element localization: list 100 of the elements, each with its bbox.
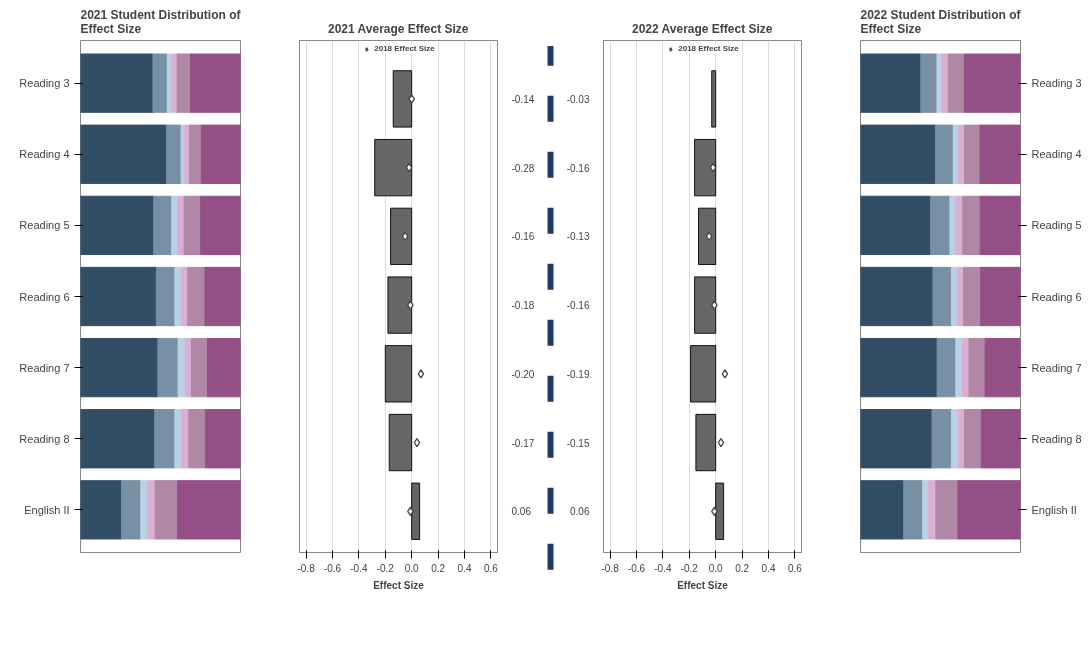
bar — [183, 195, 202, 256]
x-tick-label: -0.6 — [627, 562, 646, 574]
point — [717, 437, 725, 448]
bar — [860, 124, 937, 184]
x-axis-title: Effect Size — [373, 579, 425, 591]
bar — [964, 124, 981, 184]
point — [417, 369, 425, 379]
x-tick-label: -0.4 — [654, 562, 672, 574]
bar — [979, 124, 1021, 184]
bar — [963, 266, 982, 327]
data-label: -0.14 — [511, 93, 535, 105]
y-tick-label: Reading 7 — [19, 361, 70, 374]
bar — [80, 124, 168, 184]
data-label: -0.16 — [511, 231, 535, 243]
bar — [979, 195, 1021, 256]
data-label: 0.06 — [570, 506, 590, 518]
bar — [189, 53, 241, 113]
data-label: -0.16 — [566, 162, 590, 174]
bar — [176, 480, 241, 540]
bar — [155, 266, 176, 327]
x-tick-label: 0.0 — [708, 562, 724, 574]
point — [711, 506, 718, 516]
point — [401, 231, 409, 242]
chart-title: 2022 Student Distribution of Effect Size — [860, 7, 1022, 36]
point — [413, 437, 421, 448]
bar — [200, 124, 241, 184]
bar — [860, 53, 922, 113]
bar — [187, 266, 206, 327]
x-tick-label: 0.6 — [787, 562, 803, 574]
bar — [955, 337, 963, 398]
bar — [930, 195, 951, 256]
bar — [153, 195, 173, 256]
bar — [932, 266, 952, 327]
y-tick-label: Reading 5 — [1031, 219, 1082, 232]
y-tick-label: Reading 3 — [1031, 77, 1082, 90]
bar — [154, 409, 176, 469]
bar — [860, 266, 934, 327]
point — [408, 94, 416, 104]
legend-label: 2018 Effect Size — [678, 44, 739, 53]
x-tick-label: 0.2 — [735, 562, 750, 574]
bar — [188, 124, 202, 184]
data-label: 0.06 — [511, 506, 532, 518]
bar — [962, 195, 981, 256]
bar — [980, 266, 1021, 327]
chart-title: 2022 Average Effect Size — [632, 21, 773, 36]
point — [405, 162, 413, 173]
data-label: -0.28 — [511, 162, 535, 174]
x-tick-label: 0.2 — [431, 562, 446, 574]
y-tick-label: Reading 4 — [1031, 148, 1082, 161]
bar — [980, 409, 1021, 469]
bar — [903, 480, 924, 540]
bar — [200, 195, 241, 256]
bar — [931, 409, 952, 469]
bar — [204, 409, 241, 469]
data-label: -0.17 — [511, 437, 535, 449]
x-axis-title: Effect Size — [677, 579, 729, 591]
bar — [950, 409, 959, 469]
y-tick-label: Reading 8 — [1031, 432, 1082, 445]
bar — [936, 337, 957, 398]
bar — [860, 409, 933, 469]
bar — [80, 266, 157, 327]
x-tick-label: -0.4 — [350, 562, 368, 574]
y-tick-label: English II — [24, 503, 70, 516]
bar — [957, 480, 1021, 540]
bar — [80, 53, 154, 113]
x-tick-label: -0.2 — [376, 562, 395, 574]
bar — [935, 480, 959, 540]
y-tick-label: Reading 7 — [1031, 361, 1082, 374]
bar — [80, 195, 155, 256]
y-tick-label: Reading 6 — [19, 290, 70, 303]
x-tick-label: -0.8 — [601, 562, 620, 574]
chart-title: 2021 Average Effect Size — [328, 21, 469, 36]
y-tick-label: Reading 8 — [19, 432, 70, 445]
bar — [80, 480, 123, 540]
point — [407, 300, 414, 310]
data-label: -0.20 — [511, 368, 535, 380]
bar — [80, 409, 156, 469]
bar — [176, 53, 191, 113]
chart-title: 2021 Student Distribution of Effect Size — [80, 7, 242, 36]
x-tick-label: 0.0 — [404, 562, 420, 574]
bar — [968, 337, 986, 398]
data-label: -0.13 — [566, 231, 590, 243]
legend-label: 2018 Effect Size — [374, 44, 435, 53]
data-label: -0.19 — [566, 368, 590, 380]
data-label: -0.03 — [566, 93, 590, 105]
bar — [207, 337, 241, 398]
bar — [947, 53, 965, 113]
bar — [860, 480, 905, 540]
bar — [177, 195, 185, 256]
bar — [941, 53, 949, 113]
bar — [166, 124, 182, 184]
bar — [935, 124, 954, 184]
bar — [80, 337, 159, 398]
y-tick-label: English II — [1031, 503, 1077, 516]
x-tick-label: 0.4 — [761, 562, 776, 574]
bar — [964, 409, 982, 469]
data-label: -0.18 — [511, 300, 535, 312]
x-tick-label: 0.4 — [457, 562, 472, 574]
bar — [204, 266, 241, 327]
point — [407, 506, 414, 516]
